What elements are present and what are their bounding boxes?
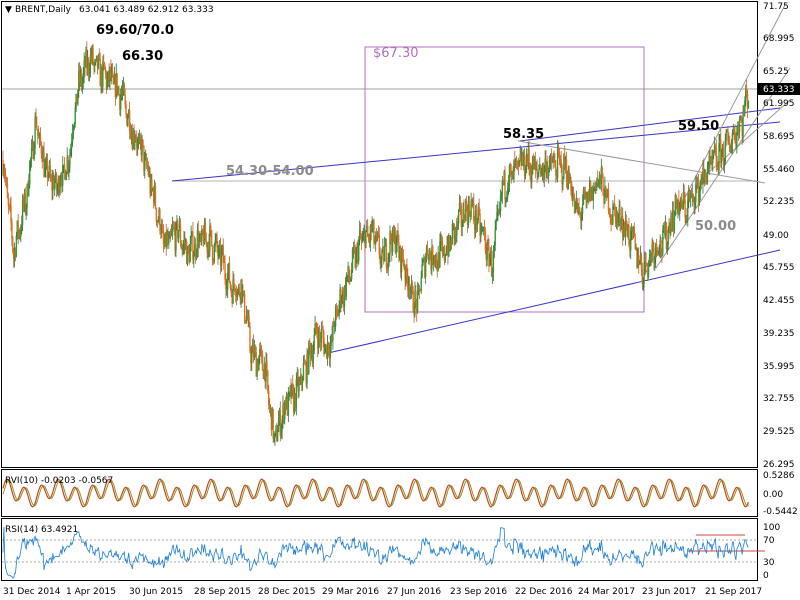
trendline-upper-2 <box>519 107 781 142</box>
annotation-level-50: 50.00 <box>695 219 736 234</box>
rsi-tick: 0 <box>763 571 769 581</box>
y-tick-label: 42.455 <box>763 296 795 306</box>
x-tick-label: 28 Sep 2015 <box>194 587 251 597</box>
annotation-peak-2016: 58.35 <box>503 127 544 142</box>
trendline-lower <box>327 249 781 354</box>
rsi-tick: 100 <box>763 523 780 533</box>
x-tick-label: 1 Apr 2015 <box>66 587 116 597</box>
rvi-signal-line <box>2 479 749 507</box>
x-tick-label: 28 Dec 2015 <box>258 587 316 597</box>
channel-line-2 <box>655 67 791 269</box>
y-tick-label: 39.235 <box>763 329 795 339</box>
x-tick-label: 31 Dec 2014 <box>3 587 61 597</box>
x-tick-label: 23 Jun 2017 <box>642 587 696 597</box>
annotation-high: 69.60/70.0 <box>96 23 174 38</box>
annotation-resistance-zone: 54.30-54.00 <box>226 164 314 179</box>
rvi-tick: 0.00 <box>763 490 783 500</box>
x-tick-label: 27 Jun 2016 <box>387 587 441 597</box>
symbol-label: BRENT,Daily <box>15 5 72 15</box>
rsi-tick: 70 <box>763 536 775 546</box>
y-tick-label: 32.755 <box>763 394 795 404</box>
x-tick-label: 23 Sep 2016 <box>450 587 507 597</box>
annotation-range-top: $67.30 <box>373 46 419 61</box>
trendline-upper <box>171 121 781 182</box>
rvi-tick: 0.5286 <box>763 471 795 481</box>
y-tick-label: 65.25 <box>763 67 789 77</box>
ohlc-readout: 63.041 63.489 62.912 63.333 <box>79 5 214 15</box>
rsi-tick: 30 <box>763 558 775 568</box>
x-tick-label: 29 Mar 2016 <box>322 587 379 597</box>
y-tick-label: 45.755 <box>763 263 795 273</box>
channel-line-3 <box>699 99 791 181</box>
rvi-tick: -0.5442 <box>763 507 798 517</box>
y-tick-label: 35.995 <box>763 362 795 372</box>
main-pane-frame <box>1 1 758 468</box>
y-tick-label: 26.295 <box>763 460 795 470</box>
y-tick-label: 29.525 <box>763 427 795 437</box>
rvi-label: RVI(10) -0.0203 -0.0567 <box>5 476 113 486</box>
y-tick-label: 52.235 <box>763 197 795 207</box>
y-tick-label: 68.995 <box>763 34 795 44</box>
x-tick-label: 22 Dec 2016 <box>515 587 573 597</box>
rvi-pane-frame <box>1 469 758 517</box>
y-tick-label: 55.460 <box>763 165 795 175</box>
current-price-tag <box>758 83 800 95</box>
current-price-tag-label: 63.333 <box>763 85 795 95</box>
y-tick-label: 58.695 <box>763 132 795 142</box>
annotation-secondary-high: 66.30 <box>122 49 163 64</box>
rsi-pane-frame <box>1 518 758 581</box>
x-tick-label: 21 Sep 2017 <box>705 587 762 597</box>
channel-line-1 <box>640 4 786 283</box>
y-tick-label: 49.00 <box>763 231 789 241</box>
x-tick-label: 24 Mar 2017 <box>578 587 635 597</box>
y-axis: 71.75 68.995 65.25 61.995 58.695 55.460 … <box>763 2 795 470</box>
price-candles <box>2 41 750 446</box>
y-tick-label: 61.995 <box>763 99 795 109</box>
x-axis: 31 Dec 2014 1 Apr 2015 30 Jun 2015 28 Se… <box>3 587 762 597</box>
rsi-line <box>2 526 749 579</box>
rvi-main-line <box>2 478 749 508</box>
y-tick-label: 71.75 <box>763 2 789 12</box>
header-arrow: ▼ <box>5 5 12 15</box>
x-tick-label: 30 Jun 2015 <box>129 587 183 597</box>
range-box <box>364 46 645 313</box>
annotation-level-5950: 59.50 <box>678 119 719 134</box>
rsi-label: RSI(14) 63.4921 <box>5 525 78 535</box>
